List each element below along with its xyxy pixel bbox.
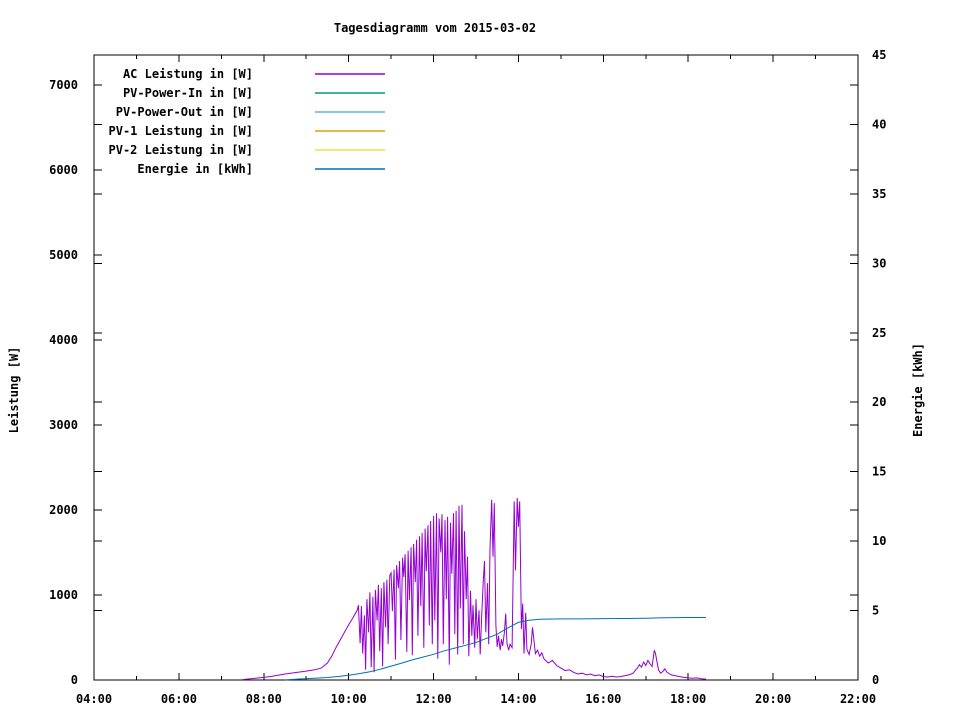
y-right-tick-label: 10 <box>872 534 886 548</box>
series-line-ac-leistung-in-w- <box>242 497 707 681</box>
y-left-tick-label: 4000 <box>49 333 78 347</box>
y-left-tick-label: 7000 <box>49 78 78 92</box>
series-lines <box>242 497 707 681</box>
series-line-energie-in-kwh- <box>284 617 706 681</box>
legend-label: PV-2 Leistung in [W] <box>109 143 254 157</box>
x-tick-label: 06:00 <box>161 692 197 706</box>
y-right-tick-label: 40 <box>872 117 886 131</box>
x-tick-labels: 04:00 06:00 08:00 10:00 12:00 14:00 16:00 18:00… <box>76 692 876 706</box>
y-left-axis-label: Leistung [W] <box>7 347 21 434</box>
y-right-tick-label: 35 <box>872 187 886 201</box>
y-left-tick-label: 2000 <box>49 503 78 517</box>
chart-title: Tagesdiagramm vom 2015-03-02 <box>334 21 536 35</box>
y-right-tick-label: 30 <box>872 256 886 270</box>
y-left-tick-label: 0 <box>71 673 78 687</box>
x-tick-label: 12:00 <box>415 692 451 706</box>
y-right-tick-labels: 0 5 10 15 20 25 30 35 40 45 <box>872 48 886 687</box>
y-right-tick-label: 20 <box>872 395 886 409</box>
x-tick-label: 14:00 <box>500 692 536 706</box>
legend: AC Leistung in [W] PV-Power-In in [W] PV-P… <box>109 67 385 176</box>
x-tick-label: 04:00 <box>76 692 112 706</box>
y-right-tick-label: 45 <box>872 48 886 62</box>
x-tick-label: 18:00 <box>670 692 706 706</box>
y-left-tick-label: 5000 <box>49 248 78 262</box>
y-right-tick-label: 25 <box>872 326 886 340</box>
legend-label: PV-Power-In in [W] <box>123 86 253 100</box>
y-right-tick-label: 15 <box>872 465 886 479</box>
legend-label: PV-1 Leistung in [W] <box>109 124 254 138</box>
x-tick-label: 08:00 <box>246 692 282 706</box>
y-right-tick-label: 0 <box>872 673 879 687</box>
legend-label: AC Leistung in [W] <box>123 67 253 81</box>
y-right-axis-label: Energie [kWh] <box>911 343 925 437</box>
x-tick-label: 16:00 <box>585 692 621 706</box>
axis-ticks <box>93 54 859 681</box>
legend-label: Energie in [kWh] <box>137 162 253 176</box>
x-tick-label: 22:00 <box>840 692 876 706</box>
y-left-tick-label: 3000 <box>49 418 78 432</box>
y-right-tick-label: 5 <box>872 604 879 618</box>
y-left-tick-label: 1000 <box>49 588 78 602</box>
y-left-tick-labels: 0 1000 2000 3000 4000 5000 6000 7000 <box>49 78 78 687</box>
x-tick-label: 10:00 <box>331 692 367 706</box>
y-left-tick-label: 6000 <box>49 163 78 177</box>
legend-label: PV-Power-Out in [W] <box>116 105 253 119</box>
x-tick-label: 20:00 <box>755 692 791 706</box>
